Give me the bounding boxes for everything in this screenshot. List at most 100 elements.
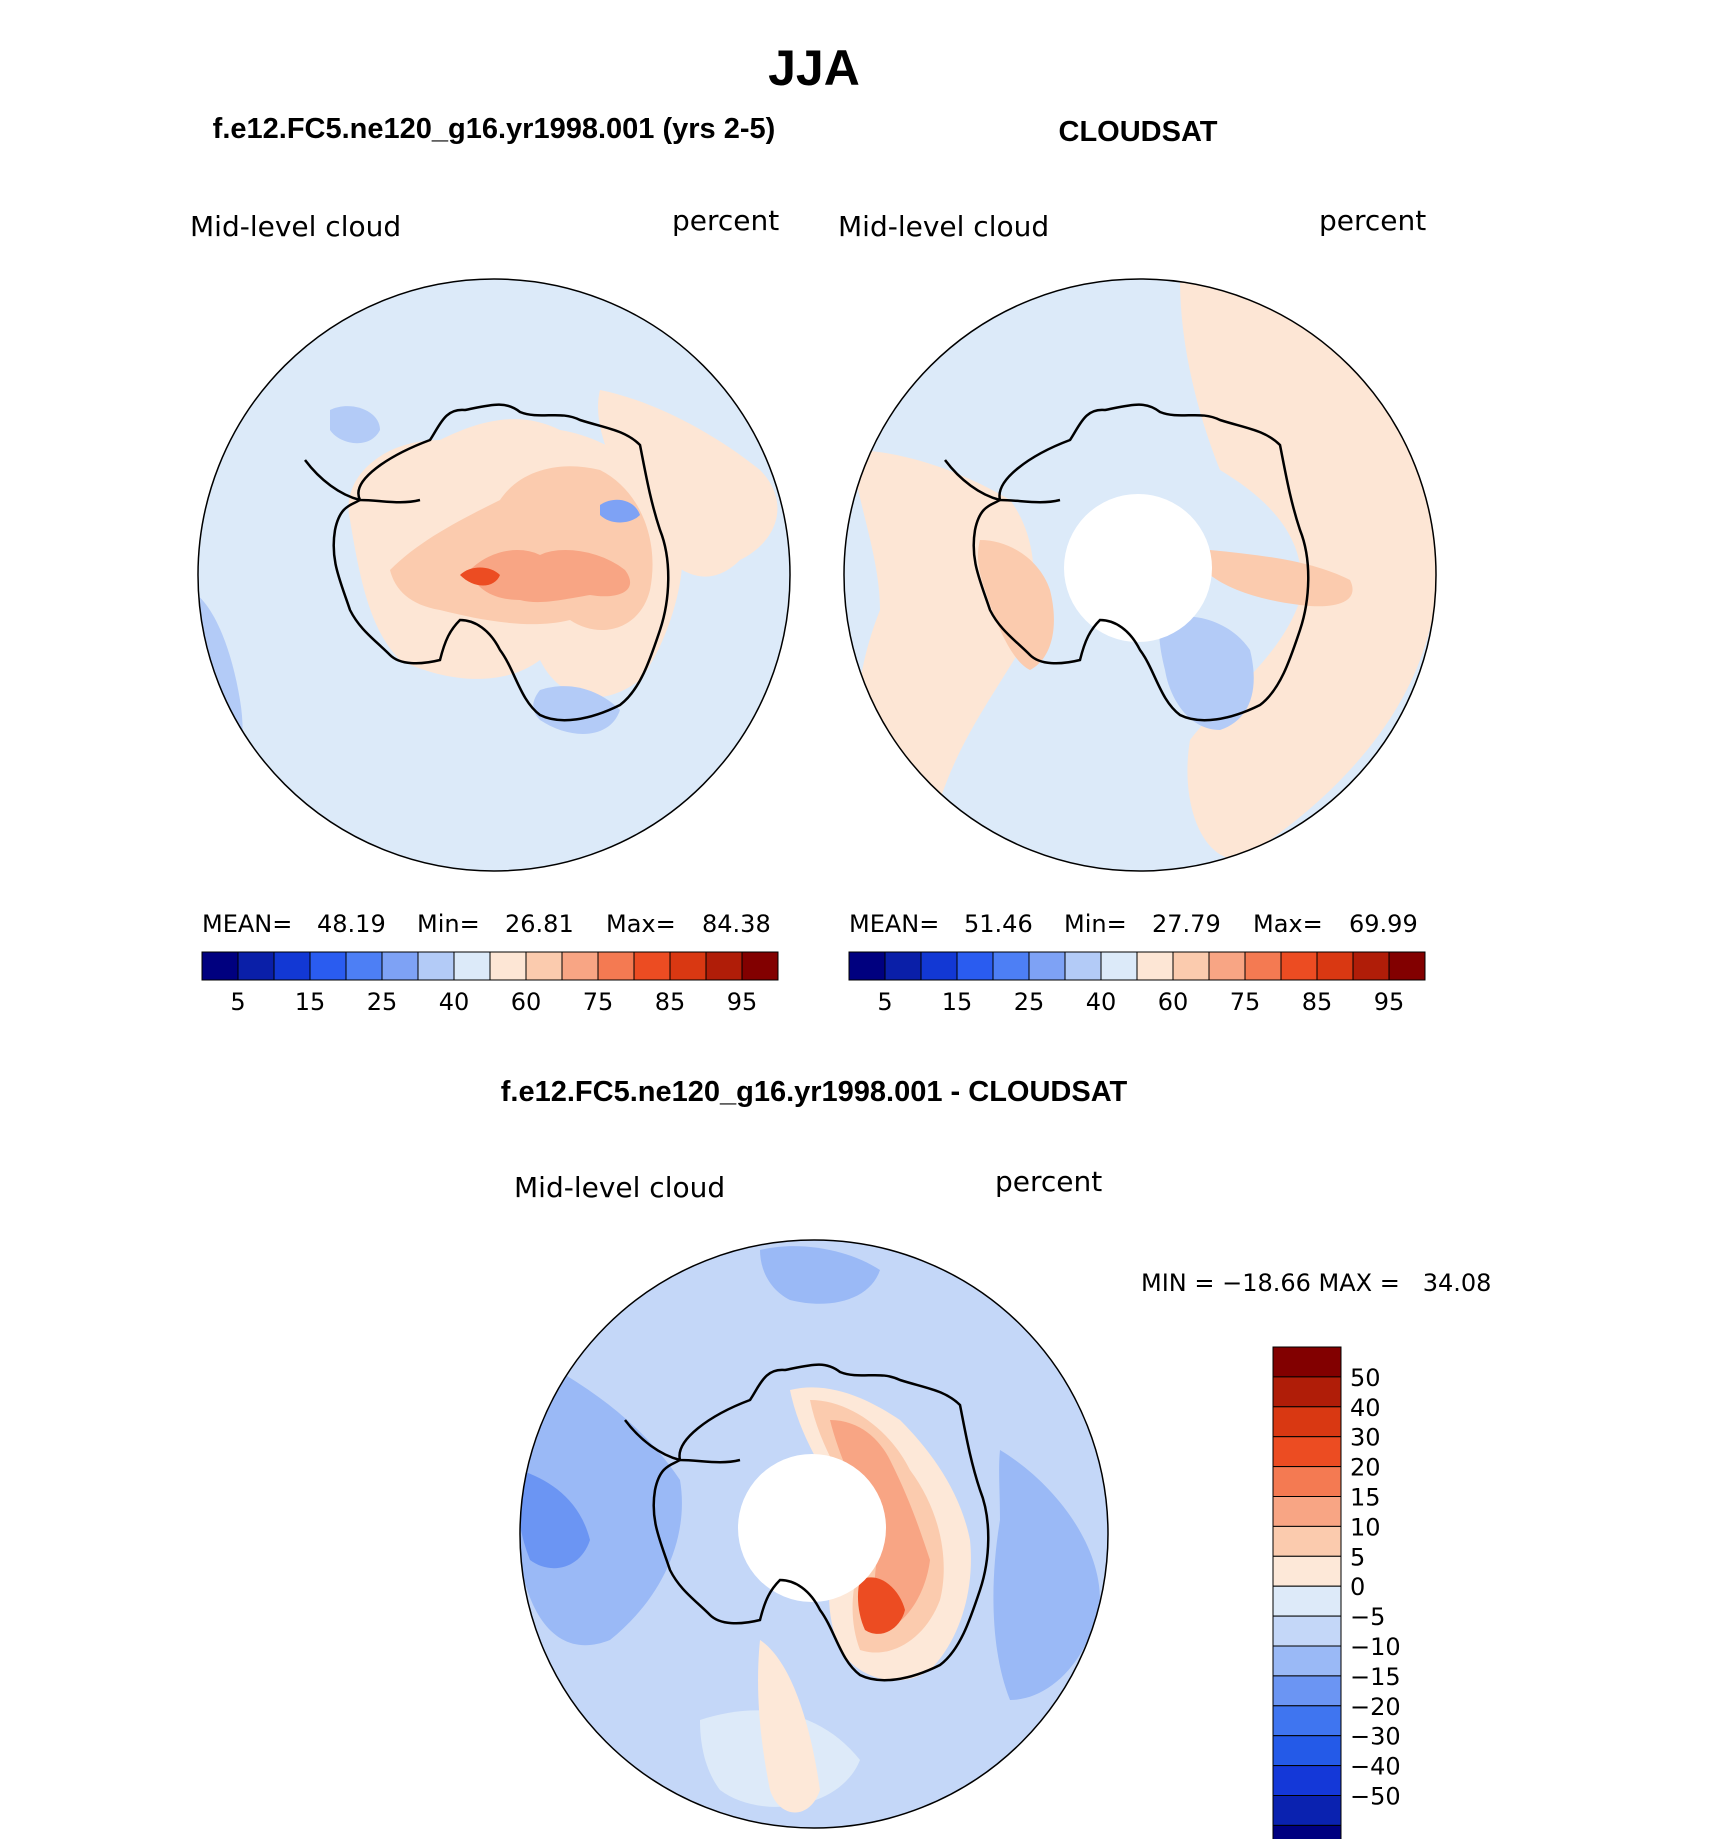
- model-colorbar-swatch: [453, 951, 491, 981]
- diff-colorbar-swatch: [1272, 1675, 1342, 1707]
- model-contour-orange: [470, 550, 631, 603]
- obs-peninsula-coastline: [944, 459, 1061, 504]
- obs-colorbar-tick: 25: [1014, 988, 1045, 1016]
- model-colorbar-tick: 5: [230, 988, 245, 1016]
- obs-min-value: 27.79: [1152, 910, 1221, 938]
- model-colorbar-swatch: [381, 951, 419, 981]
- obs-colorbar-tick: 75: [1230, 988, 1261, 1016]
- diff-contour-blue-east: [993, 1450, 1100, 1700]
- model-colorbar-swatch: [417, 951, 455, 981]
- model-max-value: 84.38: [702, 910, 771, 938]
- obs-mean-value: 51.46: [964, 910, 1033, 938]
- model-max-label: Max=: [606, 910, 676, 938]
- model-colorbar-tick: 60: [511, 988, 542, 1016]
- diff-colorbar-swatch: [1272, 1824, 1342, 1839]
- model-mean-value: 48.19: [317, 910, 386, 938]
- obs-min-label: Min=: [1064, 910, 1127, 938]
- diff-units-label: percent: [995, 1165, 1102, 1198]
- diff-contour-blue-north: [760, 1246, 880, 1304]
- diff-contour-red: [857, 1577, 905, 1634]
- model-colorbar-swatch: [201, 951, 239, 981]
- obs-units-label: percent: [1319, 204, 1426, 237]
- model-min-value: 26.81: [505, 910, 574, 938]
- obs-colorbar-swatch: [1100, 951, 1138, 981]
- model-contour-red: [460, 567, 500, 586]
- obs-colorbar: 5 15 25 40 60 75 85 95: [848, 951, 1426, 1016]
- diff-colorbar-tick: −20: [1350, 1693, 1401, 1721]
- model-colorbar-swatch: [561, 951, 599, 981]
- obs-contour-salmon-east: [1210, 550, 1353, 607]
- obs-colorbar-swatch: [1244, 951, 1282, 981]
- model-contour-peach-ne: [598, 390, 778, 577]
- obs-stats: MEAN= 51.46 Min= 27.79 Max= 69.99: [849, 910, 1418, 938]
- diff-colorbar-tick: 15: [1350, 1484, 1381, 1512]
- model-colorbar-swatch: [273, 951, 311, 981]
- diff-colorbar-swatch: [1272, 1795, 1342, 1826]
- model-colorbar-swatch: [525, 951, 563, 981]
- model-colorbar-swatch: [741, 951, 779, 981]
- diff-map-border: [519, 1239, 1109, 1829]
- model-contour-blue-lobe: [533, 686, 620, 734]
- obs-map: [843, 278, 1437, 872]
- model-colorbar-tick: 95: [727, 988, 758, 1016]
- obs-colorbar-tick: 40: [1086, 988, 1117, 1016]
- obs-colorbar-swatch: [1388, 951, 1426, 981]
- diff-colorbar-swatch: [1272, 1735, 1342, 1767]
- model-peninsula-coastline: [304, 459, 421, 504]
- model-contour-blue-sw: [330, 406, 380, 444]
- diff-panel-title: f.e12.FC5.ne120_g16.yr1998.001 - CLOUDSA…: [501, 1076, 1128, 1108]
- diff-colorbar-tick: −5: [1350, 1603, 1385, 1631]
- diff-colorbar-swatch: [1272, 1585, 1342, 1617]
- obs-colorbar-swatch: [920, 951, 958, 981]
- obs-contour-salmon-west: [977, 540, 1054, 670]
- model-colorbar-tick: 85: [655, 988, 686, 1016]
- diff-colorbar-swatch: [1272, 1466, 1342, 1497]
- model-colorbar-swatch: [309, 951, 347, 981]
- obs-colorbar-swatch: [1316, 951, 1354, 981]
- obs-max-value: 69.99: [1349, 910, 1418, 938]
- diff-colorbar-swatch: [1272, 1346, 1342, 1378]
- diff-colorbar-swatch: [1272, 1645, 1342, 1677]
- diff-colorbar-tick: 5: [1350, 1543, 1365, 1571]
- diff-contour-peach-band: [758, 1640, 820, 1813]
- obs-colorbar-swatch: [1280, 951, 1318, 981]
- model-stats: MEAN= 48.19 Min= 26.81 Max= 84.38: [202, 910, 771, 938]
- model-panel-title: f.e12.FC5.ne120_g16.yr1998.001 (yrs 2-5): [213, 113, 776, 145]
- model-colorbar-swatch: [237, 951, 275, 981]
- obs-max-label: Max=: [1253, 910, 1323, 938]
- obs-colorbar-tick: 85: [1302, 988, 1333, 1016]
- diff-polar-hole: [738, 1454, 886, 1602]
- obs-colorbar-tick: 5: [877, 988, 892, 1016]
- obs-antarctica-coastline: [972, 403, 1310, 722]
- model-variable-label: Mid-level cloud: [190, 210, 401, 243]
- diff-colorbar-swatch: [1272, 1406, 1342, 1438]
- obs-panel-title: CLOUDSAT: [1059, 116, 1218, 148]
- diff-contour-blue-west-deep: [520, 1470, 590, 1569]
- diff-colorbar-swatch: [1272, 1376, 1342, 1408]
- obs-colorbar-tick: 95: [1374, 988, 1405, 1016]
- obs-contour-blue-lobe: [1159, 616, 1254, 730]
- obs-mean-label: MEAN=: [849, 910, 939, 938]
- model-min-label: Min=: [417, 910, 480, 938]
- obs-map-border: [843, 278, 1437, 872]
- diff-colorbar-tick: 40: [1350, 1394, 1381, 1422]
- diff-colorbar-swatch: [1272, 1705, 1342, 1737]
- diff-colorbar-tick: −15: [1350, 1663, 1401, 1691]
- diff-colorbar-swatch: [1272, 1525, 1342, 1557]
- diff-peninsula-coastline: [624, 1419, 741, 1464]
- obs-colorbar-tick: 15: [942, 988, 973, 1016]
- obs-colorbar-swatch: [1352, 951, 1390, 981]
- diff-colorbar-tick: 20: [1350, 1454, 1381, 1482]
- diff-colorbar-tick: −10: [1350, 1633, 1401, 1661]
- model-antarctica-coastline: [332, 403, 670, 722]
- obs-colorbar-swatch: [1064, 951, 1102, 981]
- obs-colorbar-swatch: [848, 951, 886, 981]
- model-map: [197, 278, 791, 872]
- diff-colorbar-tick: 0: [1350, 1573, 1365, 1601]
- diff-colorbar-tick: 30: [1350, 1424, 1381, 1452]
- diff-variable-label: Mid-level cloud: [514, 1171, 725, 1204]
- diff-colorbar-swatch: [1272, 1436, 1342, 1468]
- obs-colorbar-swatch: [1172, 951, 1210, 981]
